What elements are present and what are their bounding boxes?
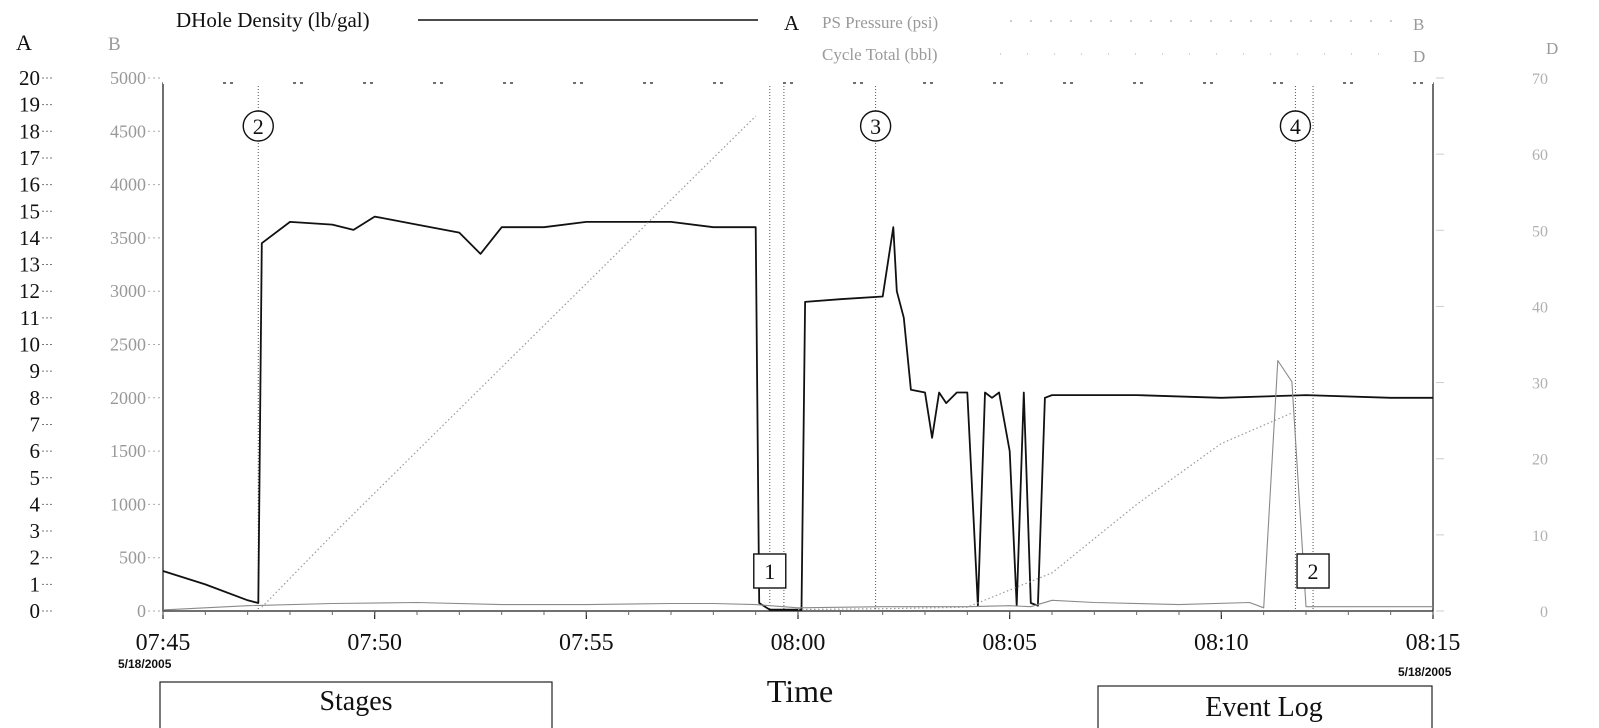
axis-b-tick-label: 2000 <box>110 388 146 408</box>
axis-a-tick-label: 8 <box>30 386 41 410</box>
stages-panel[interactable]: Stages <box>159 681 553 728</box>
axis-a-tick-label: 3 <box>30 519 41 543</box>
legend-entry-density: DHole Density (lb/gal) <box>176 8 370 32</box>
event-marker-label: 2 <box>1308 559 1319 584</box>
axis-d-tick-label: 10 <box>1532 528 1548 545</box>
stage-marker[interactable]: 2 <box>242 110 274 142</box>
axis-a-tick-label: 17 <box>19 146 40 170</box>
vertical-marker-lines <box>257 86 1314 611</box>
series-line-3 <box>261 115 1293 611</box>
stage-marker[interactable]: 3 <box>859 110 892 142</box>
axis-a-tick-label: 5 <box>30 466 41 490</box>
x-tick-label: 08:15 <box>1406 630 1461 656</box>
axis-b-tick-label: 1000 <box>110 494 146 514</box>
stage-marker[interactable]: 4 <box>1279 110 1312 142</box>
axis-a-tick-label: 13 <box>19 253 40 277</box>
axis-d-tick-label: 50 <box>1532 223 1548 240</box>
axis-a-tick-label: 20 <box>19 66 40 90</box>
x-tick-label: 08:00 <box>771 630 826 656</box>
axis-d-tick-label: 60 <box>1532 147 1548 164</box>
axis-a-tick-label: 16 <box>19 173 40 197</box>
event-marker-box <box>753 553 787 589</box>
axis-b-tick-label: 3000 <box>110 281 146 301</box>
axis-d-tick-label: 20 <box>1532 452 1548 469</box>
x-tick-label: 07:50 <box>347 630 402 656</box>
legend-entry-cycle: Cycle Total (bbl) <box>822 45 938 64</box>
axis-d-tick-label: 30 <box>1532 376 1548 393</box>
event-marker[interactable]: 2 <box>1296 553 1330 589</box>
axis-a-title: A <box>16 30 32 55</box>
axis-d-tick-label: 40 <box>1532 299 1548 316</box>
axis-a-tick-label: 4 <box>30 492 41 516</box>
x-tick-label: 07:55 <box>559 630 614 656</box>
stage-marker-circle <box>1279 110 1312 142</box>
axis-a-tick-label: 1 <box>30 572 41 596</box>
axis-a-tick-label: 7 <box>30 412 41 436</box>
x-tick-label: 08:10 <box>1194 630 1249 656</box>
x-axis-label: Time <box>767 673 833 709</box>
x-start-date: 5/18/2005 <box>118 657 172 671</box>
axis-b-tick-label: 3500 <box>110 228 146 248</box>
stage-marker-label: 4 <box>1290 114 1301 139</box>
axis-b-tick-label: 5000 <box>110 68 146 88</box>
x-tick-label: 07:45 <box>136 630 191 656</box>
axis-b-tick-label: 500 <box>119 548 146 568</box>
stages-label: Stages <box>319 686 392 717</box>
stage-marker-label: 3 <box>870 114 881 139</box>
event-marker-box <box>1296 553 1330 589</box>
axis-a-tick-label: 18 <box>19 119 40 143</box>
x-tick-label: 08:05 <box>982 630 1037 656</box>
axis-a-tick-label: 6 <box>30 439 41 463</box>
legend: DHole Density (lb/gal) A PS Pressure (ps… <box>176 8 1425 66</box>
legend-axis-a: A <box>784 11 800 35</box>
axis-a-tick-label: 0 <box>30 599 41 623</box>
axis-d-tick-label: 70 <box>1532 71 1548 88</box>
axis-b-ticks: 0 500 1000 1500 2000 2500 3000 3500 4000 4500 5000 <box>110 68 160 621</box>
x-end-date: 5/18/2005 <box>1398 665 1452 679</box>
legend-axis-b: B <box>1413 15 1424 34</box>
stage-marker-circle <box>242 110 274 142</box>
axis-a-tick-label: 15 <box>19 199 40 223</box>
axis-d-tick-label: 0 <box>1540 604 1548 621</box>
axis-a-tick-label: 2 <box>30 546 41 570</box>
legend-axis-d: D <box>1413 47 1425 66</box>
axis-a-tick-label: 19 <box>19 93 40 117</box>
axis-b-tick-label: 1500 <box>110 441 146 461</box>
event-marker-label: 1 <box>764 559 775 584</box>
axis-b-tick-label: 4500 <box>110 121 146 141</box>
axis-b-tick-label: 0 <box>137 601 146 621</box>
legend-entry-pressure: PS Pressure (psi) <box>822 13 938 32</box>
axis-b-tick-label: 2500 <box>110 335 146 355</box>
stage-marker-circle <box>859 110 892 142</box>
axis-a-tick-label: 11 <box>20 306 40 330</box>
series-line-1 <box>162 215 1433 611</box>
event-log-label: Event Log <box>1205 692 1322 723</box>
axis-d-ticks: 0 10 20 30 40 50 60 70 <box>1436 71 1548 621</box>
series-group <box>162 115 1433 611</box>
axis-a-tick-label: 10 <box>19 333 40 357</box>
axis-b-title: B <box>108 34 121 55</box>
stage-marker-label: 2 <box>253 114 264 139</box>
axis-a-tick-label: 12 <box>19 279 40 303</box>
series-line-2 <box>162 359 1433 611</box>
event-marker[interactable]: 1 <box>753 553 787 589</box>
x-axis-ticks: 07:45 07:50 07:55 08:00 08:05 08:10 08:15 <box>136 611 1461 656</box>
event-markers: 2 3 4 1 2 <box>242 110 1330 589</box>
axis-a-tick-label: 9 <box>30 359 41 383</box>
axis-b-tick-label: 4000 <box>110 175 146 195</box>
axis-a-tick-label: 14 <box>19 226 41 250</box>
plot-area <box>162 82 1434 612</box>
axis-d-title: D <box>1546 39 1558 58</box>
event-log-panel[interactable]: Event Log <box>1097 685 1433 728</box>
